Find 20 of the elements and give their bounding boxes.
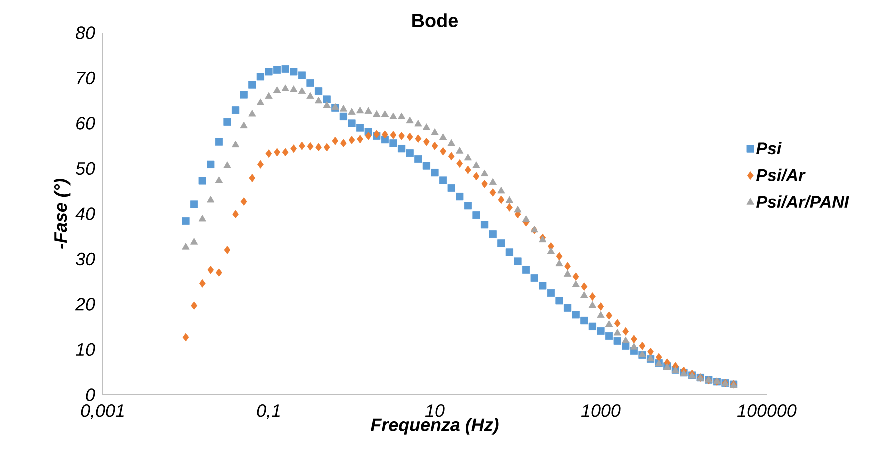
y-tick-label: 60 [76,117,96,130]
y-tick-label: 80 [76,26,96,40]
x-tick-label: 0,001 [81,404,124,420]
legend-label: Psi [756,142,782,155]
y-tick-label: 40 [76,208,96,220]
x-axis-title: Frequenza (Hz) [371,418,499,435]
x-tick-label: 10 [425,404,445,418]
legend-label: Psi/Ar/PANI [756,196,850,208]
y-tick-label: 50 [76,162,96,176]
y-tick-label: 30 [76,252,96,266]
y-tick-label: 20 [75,298,96,311]
x-tick-label: 1000 [582,404,621,418]
y-tick-label: 70 [77,72,96,85]
chart-title: Bode [412,14,458,28]
x-tick-label: 100000 [738,404,797,418]
y-axis-title: -Fase (°) [54,179,71,249]
y-tick-label: 10 [76,343,96,356]
x-tick-label: 0,1 [257,404,280,420]
legend-label: Psi/Ar [756,168,806,182]
y-tick-label: 0 [86,388,96,402]
